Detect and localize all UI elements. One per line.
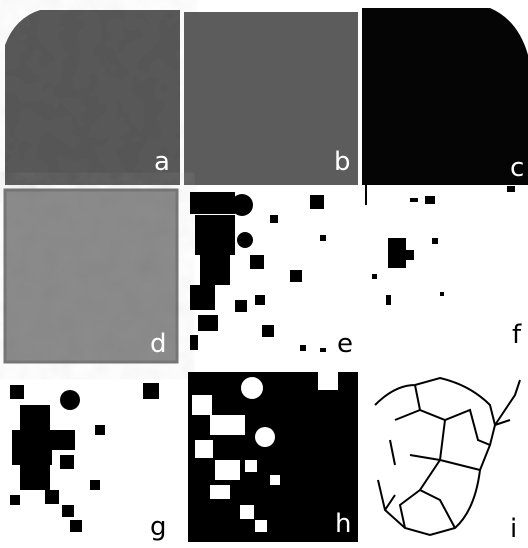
panel-e: e (190, 192, 353, 359)
panel-a: a (5, 10, 180, 185)
image (385, 380, 520, 528)
image (184, 12, 358, 185)
panel-label: f (512, 320, 522, 350)
panel-f: f (366, 185, 522, 350)
figure: a b c d e f (0, 0, 528, 548)
panel-d: d (5, 190, 177, 362)
image (10, 383, 159, 532)
image (188, 372, 358, 542)
panel-label: h (335, 509, 351, 539)
panel-b: b (184, 12, 358, 185)
panel-label: g (150, 512, 167, 542)
panel-label: a (154, 147, 170, 177)
image (362, 8, 528, 185)
panel-label: i (510, 514, 517, 544)
panel-label: d (150, 329, 167, 359)
image (372, 186, 515, 305)
panel-label: c (510, 153, 524, 183)
image (190, 192, 326, 352)
panel-label: e (337, 329, 353, 359)
panel-h: h (188, 372, 358, 542)
panel-c: c (362, 8, 528, 185)
panel-i (375, 378, 520, 535)
panel-g: g (10, 383, 167, 542)
panel-label: b (334, 147, 351, 177)
